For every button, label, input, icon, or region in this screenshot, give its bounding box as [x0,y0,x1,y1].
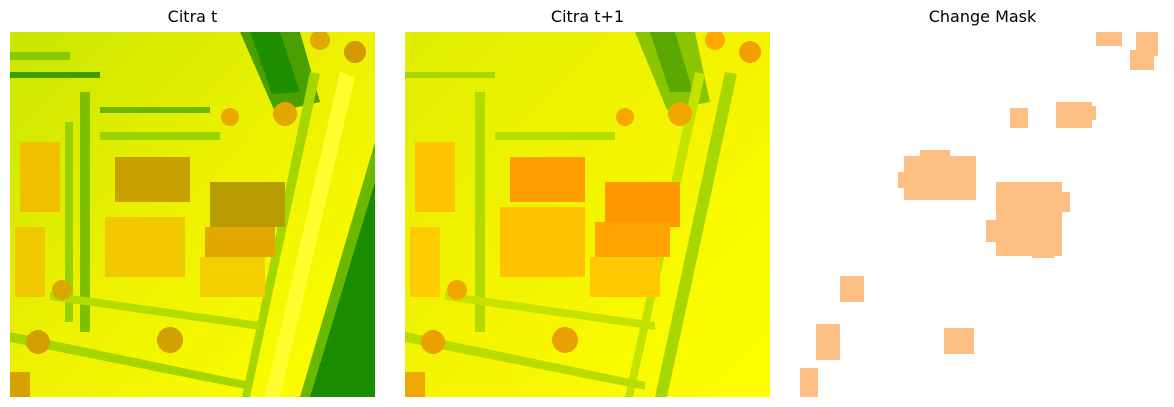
image-change-mask [800,32,1165,397]
panel-title-citra-t1: Citra t+1 [550,7,625,26]
panel-change-mask: Change Mask [800,0,1165,407]
panel-citra-t1: Citra t+1 [405,0,770,407]
panel-title-change-mask: Change Mask [928,7,1037,26]
panel-citra-t: Citra t [10,0,375,407]
panel-title-citra-t: Citra t [167,7,218,26]
image-citra-t [10,32,375,397]
image-citra-t1 [405,32,770,397]
